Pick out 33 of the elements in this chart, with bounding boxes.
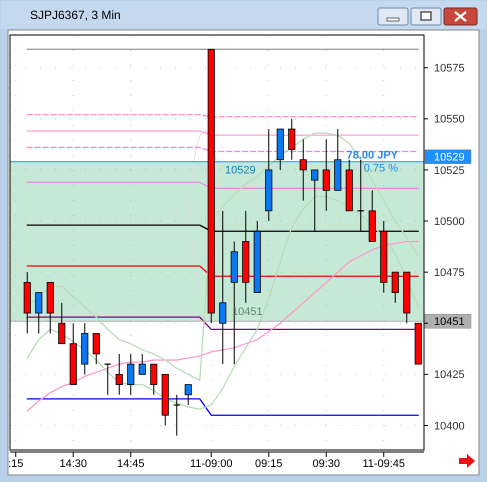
x-tick-label: 11-09:00 (190, 458, 233, 470)
candlestick (116, 353, 123, 396)
x-tick-label: :15 (8, 458, 24, 470)
y-tick-label: 10525 (434, 164, 465, 177)
candlestick (288, 118, 296, 160)
candlestick (92, 332, 100, 365)
candlestick (58, 302, 66, 344)
annotation: 0.75 % (364, 162, 398, 175)
annotation: 78.00 JPY (346, 150, 399, 162)
y-tick-label: 10500 (434, 216, 465, 228)
y-tick-label: 10425 (434, 369, 465, 382)
x-tick-label: 14:30 (59, 458, 88, 470)
ref-line-label: 10451 (434, 316, 465, 328)
y-tick-label: 10400 (434, 420, 465, 432)
x-tick-label: 11-09:45 (362, 458, 406, 470)
annotation: 10529 (225, 164, 256, 177)
candlestick (300, 138, 307, 202)
x-tick-label: 14:45 (116, 458, 145, 470)
y-tick-label: 10575 (434, 62, 465, 75)
y-tick-label: 10550 (434, 114, 465, 126)
candlestick (127, 353, 134, 396)
y-tick-label: 10475 (434, 266, 465, 279)
ref-line-label: 10529 (434, 152, 465, 164)
line-series (26, 196, 419, 410)
candlestick (138, 353, 146, 375)
candlestick (150, 364, 158, 396)
x-tick-label: 09:15 (254, 458, 283, 470)
candlestick (322, 138, 330, 212)
candlestick (184, 384, 192, 406)
candlestick (35, 292, 42, 334)
line-series (26, 240, 419, 412)
x-tick-label: 09:30 (312, 458, 340, 470)
chart-title: SJPJ6367, 3 Min (30, 8, 121, 22)
